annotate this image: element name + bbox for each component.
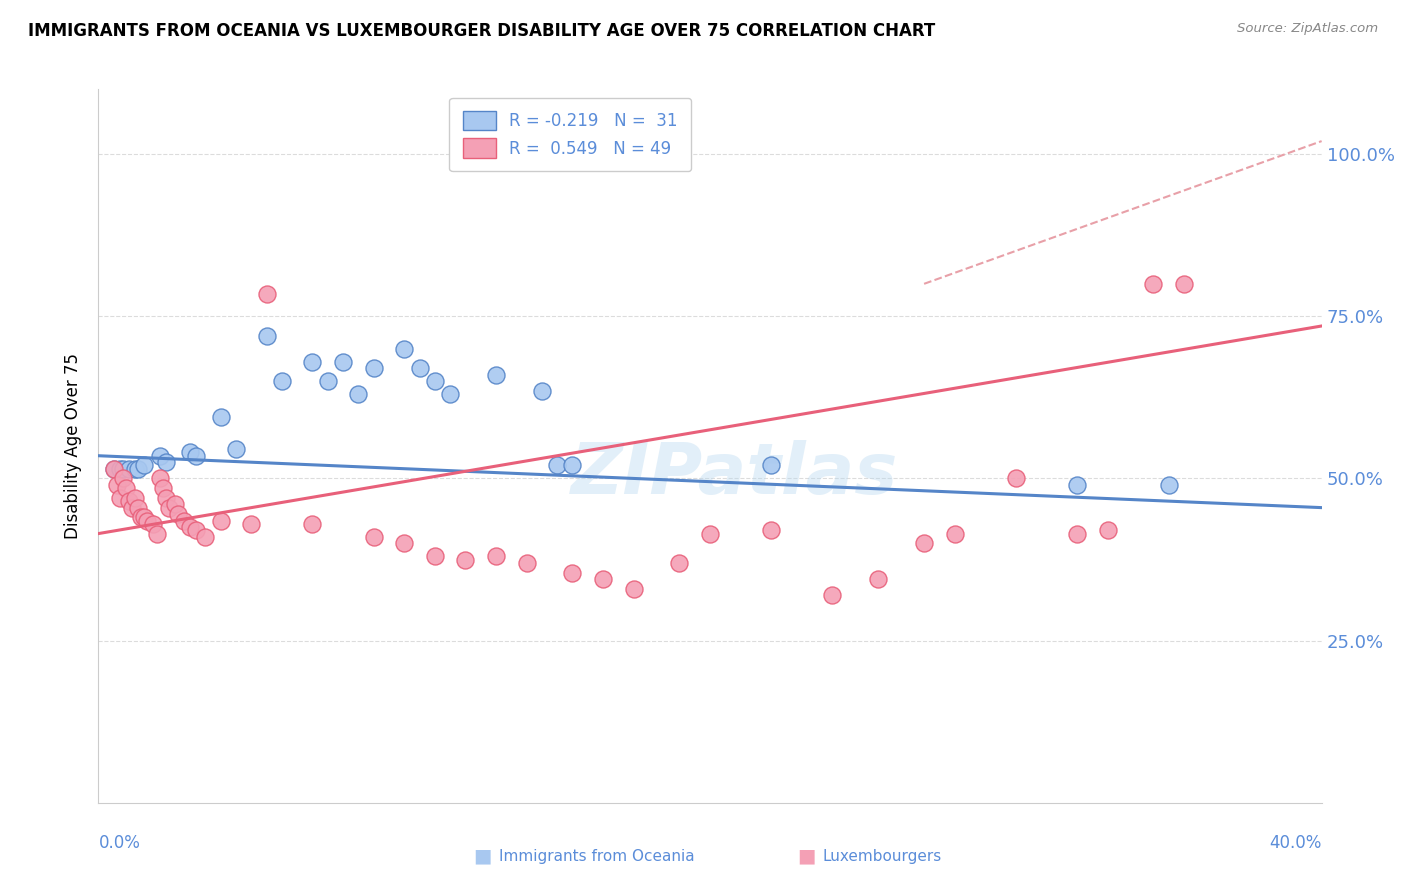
- Point: [912, 536, 935, 550]
- Point: [454, 552, 477, 566]
- Point: [759, 458, 782, 473]
- Point: [118, 461, 141, 475]
- Point: [157, 500, 180, 515]
- Point: [134, 458, 156, 473]
- Text: 40.0%: 40.0%: [1270, 834, 1322, 852]
- Point: [240, 516, 263, 531]
- Point: [124, 461, 146, 475]
- Y-axis label: Disability Age Over 75: Disability Age Over 75: [65, 353, 83, 539]
- Point: [423, 374, 446, 388]
- Point: [530, 384, 553, 398]
- Legend: R = -0.219   N =  31, R =  0.549   N = 49: R = -0.219 N = 31, R = 0.549 N = 49: [450, 97, 692, 171]
- Point: [103, 461, 125, 475]
- Point: [561, 566, 583, 580]
- Point: [115, 481, 138, 495]
- Point: [209, 409, 232, 424]
- Point: [485, 549, 508, 564]
- Point: [301, 516, 323, 531]
- Point: [347, 387, 370, 401]
- Point: [1004, 471, 1026, 485]
- Point: [155, 491, 177, 505]
- Point: [759, 524, 782, 538]
- Point: [103, 461, 125, 475]
- Point: [668, 556, 690, 570]
- Text: Immigrants from Oceania: Immigrants from Oceania: [499, 849, 695, 863]
- Point: [142, 516, 165, 531]
- Text: ■: ■: [474, 847, 492, 866]
- Point: [186, 449, 208, 463]
- Point: [111, 461, 134, 475]
- Point: [105, 478, 128, 492]
- Point: [868, 572, 890, 586]
- Point: [256, 328, 278, 343]
- Point: [124, 491, 146, 505]
- Point: [821, 588, 844, 602]
- Point: [173, 514, 195, 528]
- Text: ZIPatlas: ZIPatlas: [571, 440, 898, 509]
- Point: [127, 461, 149, 475]
- Point: [194, 530, 217, 544]
- Point: [1173, 277, 1195, 291]
- Point: [363, 361, 385, 376]
- Point: [136, 514, 159, 528]
- Point: [1066, 526, 1088, 541]
- Point: [408, 361, 430, 376]
- Point: [163, 497, 186, 511]
- Point: [1066, 478, 1088, 492]
- Text: 0.0%: 0.0%: [98, 834, 141, 852]
- Point: [423, 549, 446, 564]
- Point: [134, 510, 156, 524]
- Text: IMMIGRANTS FROM OCEANIA VS LUXEMBOURGER DISABILITY AGE OVER 75 CORRELATION CHART: IMMIGRANTS FROM OCEANIA VS LUXEMBOURGER …: [28, 22, 935, 40]
- Point: [145, 526, 167, 541]
- Point: [127, 500, 149, 515]
- Point: [270, 374, 292, 388]
- Point: [332, 354, 354, 368]
- Point: [392, 536, 416, 550]
- Point: [1097, 524, 1119, 538]
- Point: [1157, 478, 1180, 492]
- Text: Luxembourgers: Luxembourgers: [823, 849, 942, 863]
- Point: [592, 572, 614, 586]
- Point: [186, 524, 208, 538]
- Point: [485, 368, 508, 382]
- Point: [179, 520, 201, 534]
- Point: [179, 445, 201, 459]
- Point: [149, 449, 172, 463]
- Point: [118, 494, 141, 508]
- Point: [149, 471, 172, 485]
- Point: [623, 582, 645, 596]
- Point: [301, 354, 323, 368]
- Point: [129, 510, 152, 524]
- Point: [546, 458, 568, 473]
- Point: [699, 526, 721, 541]
- Point: [943, 526, 966, 541]
- Point: [111, 471, 134, 485]
- Point: [561, 458, 583, 473]
- Point: [108, 461, 131, 475]
- Point: [225, 442, 247, 457]
- Point: [209, 514, 232, 528]
- Point: [516, 556, 538, 570]
- Point: [155, 455, 177, 469]
- Point: [121, 500, 143, 515]
- Text: ■: ■: [797, 847, 815, 866]
- Point: [316, 374, 339, 388]
- Point: [167, 507, 190, 521]
- Text: Source: ZipAtlas.com: Source: ZipAtlas.com: [1237, 22, 1378, 36]
- Point: [439, 387, 461, 401]
- Point: [152, 481, 174, 495]
- Point: [256, 286, 278, 301]
- Point: [1142, 277, 1164, 291]
- Point: [108, 491, 131, 505]
- Point: [363, 530, 385, 544]
- Point: [392, 342, 416, 356]
